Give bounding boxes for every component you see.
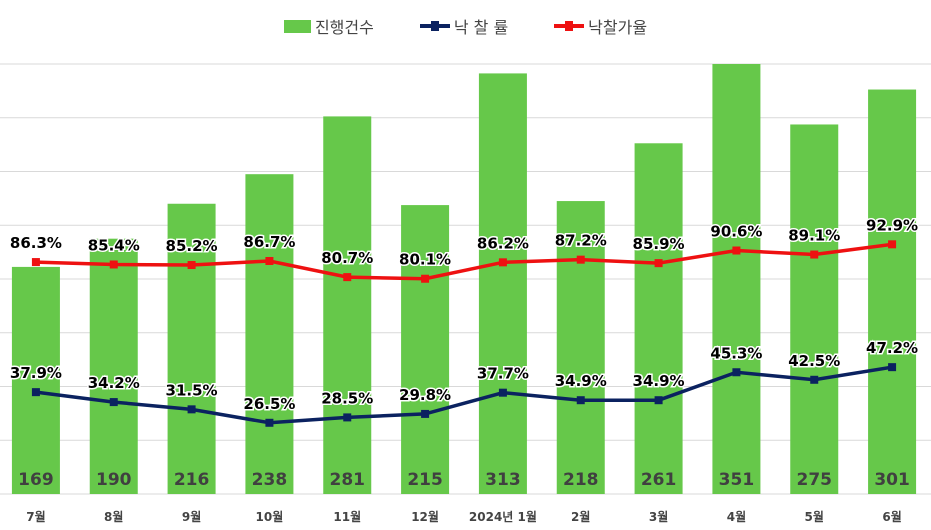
data-label: 34.2% — [88, 374, 140, 392]
data-label: 86.2% — [477, 234, 529, 252]
data-point — [654, 396, 663, 405]
bar-value-label: 301 — [874, 470, 910, 490]
data-label: 31.5% — [166, 381, 218, 399]
bar-7 — [556, 201, 605, 494]
bar-value-label: 261 — [641, 470, 677, 490]
data-label: 85.9% — [633, 235, 685, 253]
series-line-2 — [35, 242, 893, 281]
x-tick-label: 2024년 1월 — [469, 509, 537, 524]
data-point — [732, 246, 741, 255]
bar-6 — [478, 73, 527, 494]
x-tick-label: 7월 — [26, 509, 45, 524]
bar-4 — [323, 116, 372, 494]
series-line-1 — [35, 365, 893, 425]
bar-5 — [401, 205, 450, 494]
legend: 진행건수 낙 찰 률 낙찰가율 — [0, 14, 931, 38]
bar-value-label: 275 — [797, 470, 833, 490]
bar-10 — [790, 124, 839, 494]
data-label: 45.3% — [710, 344, 762, 362]
x-tick-label: 4월 — [727, 509, 746, 524]
bar-1 — [89, 238, 138, 494]
data-label: 86.3% — [10, 234, 62, 252]
data-label: 37.9% — [10, 364, 62, 382]
data-point — [421, 274, 430, 283]
data-label: 89.1% — [788, 227, 840, 245]
data-point — [576, 255, 585, 264]
data-label: 42.5% — [788, 352, 840, 370]
x-tick-label: 9월 — [182, 509, 201, 524]
bar-value-label: 190 — [96, 470, 132, 490]
x-tick-label: 6월 — [882, 509, 901, 524]
legend-item-rate: 낙 찰 률 — [419, 14, 509, 38]
data-point — [109, 260, 118, 269]
data-label: 92.9% — [866, 216, 918, 234]
data-label: 28.5% — [321, 389, 373, 407]
x-tick-label: 11월 — [333, 509, 361, 524]
x-tick-label: 8월 — [104, 509, 123, 524]
data-label: 85.2% — [166, 237, 218, 255]
data-label: 34.9% — [633, 372, 685, 390]
bar-11 — [868, 89, 917, 494]
bar-2 — [167, 203, 216, 494]
data-label: 90.6% — [710, 223, 762, 241]
bar-3 — [245, 174, 294, 494]
data-point — [888, 240, 897, 249]
bar-value-label: 218 — [563, 470, 599, 490]
bar-value-label: 351 — [719, 470, 755, 490]
legend-label: 진행건수 — [314, 18, 374, 37]
x-tick-label: 5월 — [805, 509, 824, 524]
bar-value-label: 281 — [330, 470, 366, 490]
data-label: 80.1% — [399, 251, 451, 269]
bar-value-label: 216 — [174, 470, 210, 490]
x-tick-label: 10월 — [256, 509, 284, 524]
data-point — [265, 256, 274, 265]
data-point — [498, 258, 507, 267]
data-point — [31, 258, 40, 267]
x-tick-label: 2월 — [571, 509, 590, 524]
data-label: 29.8% — [399, 386, 451, 404]
legend-swatch-bar — [283, 19, 311, 33]
legend-item-count: 진행건수 — [283, 14, 374, 38]
data-point — [654, 259, 663, 268]
bar-value-label: 313 — [485, 470, 521, 490]
data-point — [421, 409, 430, 418]
data-point — [576, 396, 585, 405]
data-point — [265, 418, 274, 427]
bar-0 — [11, 266, 60, 494]
x-tick-label: 3월 — [649, 509, 668, 524]
data-point — [498, 388, 507, 397]
legend-label: 낙 찰 률 — [453, 18, 509, 37]
data-label: 80.7% — [321, 249, 373, 267]
data-label: 34.9% — [555, 372, 607, 390]
legend-swatch-line — [419, 21, 450, 31]
data-point — [810, 250, 819, 259]
data-label: 26.5% — [243, 395, 295, 413]
data-label: 47.2% — [866, 339, 918, 357]
data-label: 37.7% — [477, 365, 529, 383]
data-point — [732, 368, 741, 377]
data-point — [343, 273, 352, 282]
data-label: 87.2% — [555, 232, 607, 250]
legend-item-price-rate: 낙찰가율 — [554, 14, 647, 38]
legend-label: 낙찰가율 — [588, 18, 648, 37]
data-point — [31, 388, 40, 397]
bar-9 — [712, 64, 761, 494]
bar-value-label: 215 — [407, 470, 443, 490]
x-tick-label: 12월 — [411, 509, 439, 524]
data-point — [888, 363, 897, 372]
data-point — [187, 405, 196, 414]
data-point — [109, 398, 118, 407]
bar-value-label: 238 — [252, 470, 288, 490]
data-point — [343, 413, 352, 422]
data-label: 86.7% — [243, 233, 295, 251]
data-label: 85.4% — [88, 236, 140, 254]
legend-swatch-line — [554, 21, 585, 31]
data-point — [187, 261, 196, 270]
bar-8 — [634, 143, 683, 494]
bar-value-label: 169 — [18, 470, 54, 490]
data-point — [810, 375, 819, 384]
